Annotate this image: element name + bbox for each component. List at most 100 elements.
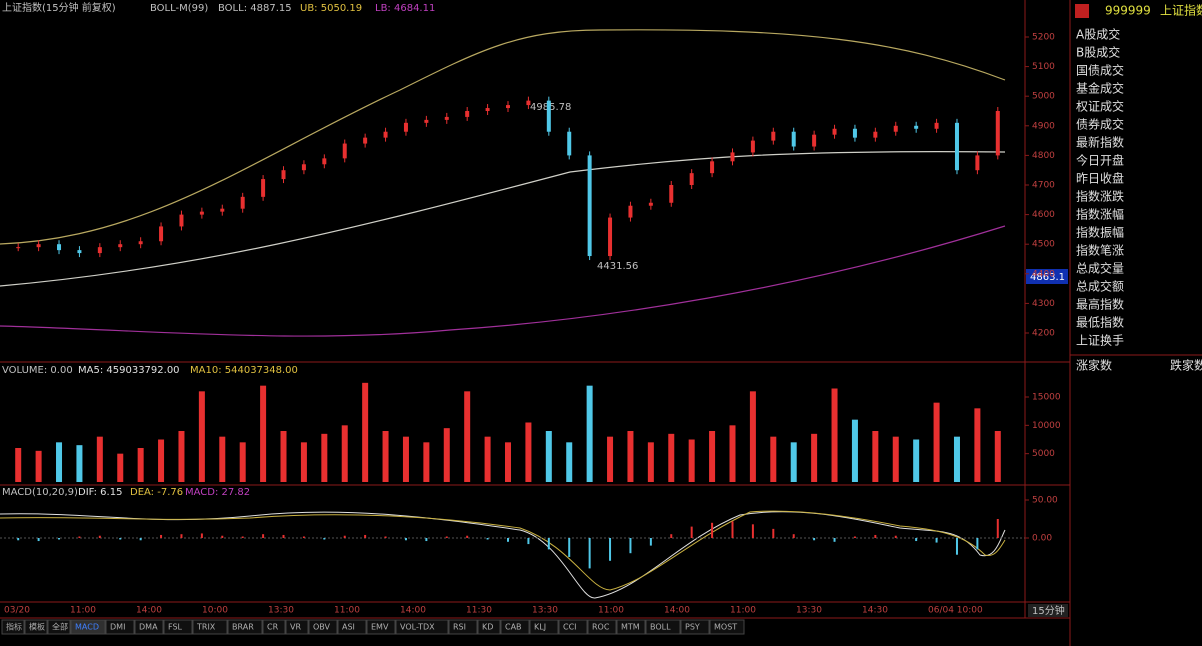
- sidebar-item[interactable]: 最高指数: [1076, 297, 1124, 312]
- candle: [220, 208, 225, 212]
- tab[interactable]: [134, 619, 164, 635]
- volume-bar: [647, 442, 654, 482]
- time-label: 14:00: [400, 606, 426, 616]
- sidebar-item[interactable]: 指数涨跌: [1076, 189, 1124, 204]
- volume-bar: [300, 442, 307, 482]
- sidebar-item[interactable]: B股成交: [1076, 45, 1120, 60]
- tab[interactable]: [477, 619, 501, 635]
- tab-label[interactable]: RSI: [453, 623, 466, 632]
- tab[interactable]: [448, 619, 478, 635]
- period-label[interactable]: 15分钟: [1032, 604, 1065, 617]
- tab[interactable]: [70, 619, 106, 635]
- candle: [261, 179, 266, 197]
- tab-label[interactable]: CCI: [563, 623, 577, 632]
- volume-bar: [239, 442, 246, 482]
- sidebar-item[interactable]: 最低指数: [1076, 315, 1124, 330]
- tab[interactable]: [709, 619, 745, 635]
- tab[interactable]: [587, 619, 617, 635]
- tab[interactable]: [262, 619, 286, 635]
- tab[interactable]: [308, 619, 338, 635]
- tab[interactable]: [1, 619, 25, 635]
- tab-label[interactable]: 模板: [29, 622, 45, 632]
- sidebar-item[interactable]: 债券成交: [1076, 117, 1124, 132]
- period-box[interactable]: [1028, 604, 1068, 617]
- tab-label[interactable]: MTM: [621, 623, 640, 632]
- tab[interactable]: [285, 619, 309, 635]
- candle: [628, 205, 633, 218]
- tab-label[interactable]: CAB: [505, 623, 522, 632]
- tab[interactable]: [227, 619, 263, 635]
- tab[interactable]: [680, 619, 710, 635]
- tab[interactable]: [47, 619, 71, 635]
- tab[interactable]: [500, 619, 530, 635]
- candle: [689, 173, 694, 185]
- tab-label[interactable]: CR: [267, 623, 279, 632]
- tab-label[interactable]: PSY: [685, 623, 700, 632]
- time-label: 11:00: [730, 606, 756, 616]
- tab-label[interactable]: BOLL: [650, 623, 671, 632]
- candle: [750, 140, 755, 153]
- candle: [444, 116, 449, 120]
- sidebar-item[interactable]: 权证成交: [1076, 99, 1124, 114]
- tab[interactable]: [192, 619, 228, 635]
- tab-label[interactable]: ROC: [592, 623, 610, 632]
- tab-label[interactable]: EMV: [371, 623, 389, 632]
- tab[interactable]: [529, 619, 559, 635]
- candle: [812, 134, 817, 147]
- sidebar-item[interactable]: 基金成交: [1076, 81, 1124, 96]
- tab-label[interactable]: KLJ: [534, 623, 546, 632]
- tab[interactable]: [395, 619, 449, 635]
- tab[interactable]: [645, 619, 681, 635]
- tab-label[interactable]: BRAR: [232, 623, 254, 632]
- sidebar-item[interactable]: 总成交量: [1076, 261, 1124, 276]
- time-label: 13:30: [532, 606, 558, 616]
- sidebar-item[interactable]: 最新指数: [1076, 135, 1124, 150]
- sidebar-item[interactable]: 今日开盘: [1076, 153, 1124, 168]
- tab-label[interactable]: DMI: [110, 623, 125, 632]
- candle: [363, 137, 368, 144]
- tab-label[interactable]: FSL: [168, 623, 183, 632]
- time-label: 14:00: [664, 606, 690, 616]
- tab-label[interactable]: KD: [482, 623, 493, 632]
- tab[interactable]: [24, 619, 48, 635]
- tab[interactable]: [337, 619, 367, 635]
- y-tick-label: 10000: [1032, 421, 1061, 431]
- candle: [832, 128, 837, 135]
- tab[interactable]: [616, 619, 646, 635]
- sidebar-item[interactable]: A股成交: [1076, 27, 1120, 42]
- time-label: 10:00: [202, 606, 228, 616]
- tab-label[interactable]: OBV: [313, 623, 331, 632]
- tab[interactable]: [366, 619, 396, 635]
- candle: [934, 122, 939, 129]
- candle: [97, 247, 102, 254]
- sidebar-item[interactable]: 总成交额: [1076, 279, 1124, 294]
- tab-label[interactable]: MACD: [75, 623, 99, 632]
- time-label: 06/04 10:00: [928, 606, 983, 616]
- tab[interactable]: [163, 619, 193, 635]
- tab-label[interactable]: VR: [290, 623, 301, 632]
- tab-label[interactable]: 指标: [6, 622, 22, 632]
- tab-label[interactable]: ASI: [342, 623, 355, 632]
- tab-label[interactable]: TRIX: [196, 623, 216, 632]
- tab-label[interactable]: MOST: [714, 623, 737, 632]
- candle: [424, 119, 429, 123]
- sidebar-item[interactable]: 国债成交: [1076, 63, 1124, 78]
- tab[interactable]: [558, 619, 588, 635]
- time-label: 11:00: [70, 606, 96, 616]
- candle: [914, 125, 919, 129]
- sidebar-item[interactable]: 指数振幅: [1076, 225, 1124, 240]
- candle: [506, 105, 510, 109]
- tab-label[interactable]: VOL-TDX: [400, 623, 435, 632]
- tab-label[interactable]: DMA: [139, 623, 158, 632]
- sidebar-item[interactable]: 昨日收盘: [1076, 171, 1124, 186]
- volume-bar: [831, 388, 838, 482]
- sidebar-item[interactable]: 指数涨幅: [1076, 207, 1124, 222]
- y-tick-label: 4200: [1032, 329, 1055, 339]
- sidebar-item[interactable]: 上证换手: [1076, 334, 1124, 348]
- time-label: 11:30: [466, 606, 492, 616]
- tab[interactable]: [105, 619, 135, 635]
- sidebar-item[interactable]: 指数笔涨: [1076, 243, 1124, 258]
- volume-bar: [566, 442, 573, 482]
- volume-bar: [974, 408, 981, 482]
- tab-label[interactable]: 全部: [52, 622, 68, 632]
